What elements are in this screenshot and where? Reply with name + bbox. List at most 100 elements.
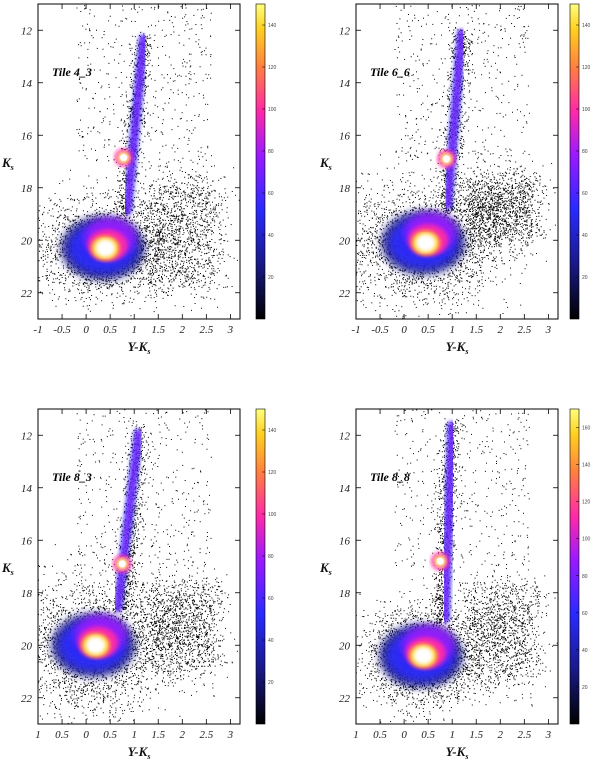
x-tick-label: 1 bbox=[449, 729, 455, 741]
y-tick-label: 14 bbox=[21, 483, 33, 495]
y-tick-label: 22 bbox=[21, 288, 33, 300]
colorbar-tick-label: 140 bbox=[582, 463, 591, 469]
tile-label: Tile 4_3 bbox=[52, 65, 92, 79]
x-tick-label: 1 bbox=[353, 729, 359, 741]
colorbar-tick-label: 80 bbox=[268, 554, 274, 560]
x-axis-label: Y-Ks bbox=[128, 744, 151, 761]
x-tick-label: 3 bbox=[227, 324, 234, 336]
x-tick-label: 0.5 bbox=[421, 729, 435, 741]
colorbar-tick-label: 80 bbox=[582, 149, 588, 155]
colorbar-tick-label: 40 bbox=[582, 648, 588, 654]
x-tick-label: 1 bbox=[35, 729, 41, 741]
y-tick-label: 12 bbox=[339, 25, 351, 37]
x-axis-label: Y-Ks bbox=[446, 339, 469, 356]
y-tick-label: 16 bbox=[339, 535, 351, 547]
colorbar bbox=[255, 3, 266, 320]
x-tick-label: 0.5 bbox=[373, 729, 387, 741]
density-map bbox=[38, 4, 240, 317]
x-tick-label: 3 bbox=[227, 729, 234, 741]
colorbar-tick-label: 20 bbox=[268, 680, 274, 686]
colorbar-tick-label: 100 bbox=[582, 537, 591, 543]
y-tick-label: 16 bbox=[21, 535, 33, 547]
colorbar-tick-label: 20 bbox=[582, 685, 588, 691]
colorbar-tick-label: 60 bbox=[268, 191, 274, 197]
x-tick-label: 2.5 bbox=[199, 729, 213, 741]
panel-3: 1 0.5 0 0.5 1 1.5 2 2.5 3 12 14 16 18 20 22 Y-Ks Ks Tile … bbox=[1, 408, 277, 761]
x-tick-label: 2 bbox=[180, 324, 186, 336]
x-tick-label: 0.5 bbox=[103, 324, 117, 336]
colorbar-tick-label: 120 bbox=[268, 470, 277, 476]
x-tick-label: 0 bbox=[401, 729, 407, 741]
panel-2: -1 -0.5 0 0.5 1 1.5 2 2.5 3 12 14 16 18 20 22 Y-Ks Ks Til… bbox=[319, 3, 591, 356]
y-tick-label: 16 bbox=[21, 130, 33, 142]
y-tick-label: 20 bbox=[339, 640, 351, 652]
colorbar-tick-label: 80 bbox=[582, 574, 588, 580]
colorbar-tick-label: 60 bbox=[582, 611, 588, 617]
y-tick-label: 22 bbox=[21, 693, 33, 705]
y-tick-label: 16 bbox=[339, 130, 351, 142]
x-tick-label: -1 bbox=[351, 324, 360, 336]
y-tick-label: 14 bbox=[339, 483, 351, 495]
y-axis-label: Ks bbox=[319, 155, 332, 172]
y-tick-label: 18 bbox=[339, 588, 351, 600]
x-tick-label: -0.5 bbox=[53, 324, 71, 336]
colorbar-tick-label: 120 bbox=[268, 65, 277, 71]
y-tick-label: 20 bbox=[339, 235, 351, 247]
x-tick-label: 2 bbox=[498, 729, 504, 741]
scatter-points bbox=[356, 5, 556, 319]
colorbar bbox=[569, 3, 580, 320]
x-tick-label: 2 bbox=[498, 324, 504, 336]
x-tick-label: 1.5 bbox=[151, 729, 165, 741]
colorbar-tick-label: 100 bbox=[268, 107, 277, 113]
colorbar bbox=[255, 408, 266, 725]
colorbar-tick-label: 40 bbox=[268, 233, 274, 239]
tile-label: Tile 8_3 bbox=[52, 470, 92, 484]
x-tick-label: 0 bbox=[83, 324, 89, 336]
y-tick-label: 22 bbox=[339, 693, 351, 705]
tile-label: Tile 8_8 bbox=[370, 470, 410, 484]
y-axis-label: Ks bbox=[319, 560, 332, 577]
x-tick-label: 0 bbox=[401, 324, 407, 336]
tile-label: Tile 6_6 bbox=[370, 65, 410, 79]
x-tick-label: 1 bbox=[449, 324, 455, 336]
y-tick-label: 18 bbox=[339, 183, 351, 195]
x-tick-label: 0.5 bbox=[421, 324, 435, 336]
plot-frame bbox=[355, 3, 559, 320]
panel-1: -1 -0.5 0 0.5 1 1.5 2 2.5 3 12 14 16 18 20 22 Y-Ks Ks Til… bbox=[1, 3, 277, 356]
colorbar-tick-label: 20 bbox=[268, 275, 274, 281]
x-tick-label: 2.5 bbox=[517, 324, 531, 336]
y-axis-label: Ks bbox=[1, 155, 14, 172]
colorbar-tick-label: 60 bbox=[268, 596, 274, 602]
colorbar-tick-label: 100 bbox=[582, 107, 591, 113]
y-tick-label: 20 bbox=[21, 235, 33, 247]
x-tick-label: 1.5 bbox=[469, 324, 483, 336]
y-tick-label: 18 bbox=[21, 183, 33, 195]
panel-4: 1 0.5 0 0.5 1 1.5 2 2.5 3 12 14 16 18 20 22 Y-Ks Ks Tile … bbox=[319, 408, 591, 761]
y-tick-label: 14 bbox=[339, 78, 351, 90]
y-axis-label: Ks bbox=[1, 560, 14, 577]
y-tick-label: 12 bbox=[339, 430, 351, 442]
x-tick-label: 1 bbox=[131, 729, 137, 741]
x-tick-label: 2.5 bbox=[517, 729, 531, 741]
x-axis-label: Y-Ks bbox=[128, 339, 151, 356]
x-tick-label: 0.5 bbox=[55, 729, 69, 741]
density-map bbox=[356, 409, 558, 723]
x-tick-label: 0 bbox=[83, 729, 89, 741]
density-map bbox=[356, 5, 556, 319]
colorbar-tick-label: 140 bbox=[268, 23, 277, 29]
colorbar-tick-label: 160 bbox=[582, 426, 591, 432]
colorbar-tick-label: 140 bbox=[268, 428, 277, 434]
y-tick-label: 12 bbox=[21, 25, 33, 37]
x-tick-label: -1 bbox=[33, 324, 42, 336]
x-tick-label: 3 bbox=[545, 729, 552, 741]
x-tick-label: 3 bbox=[545, 324, 552, 336]
density-map bbox=[38, 409, 238, 724]
colorbar-tick-label: 120 bbox=[582, 65, 591, 71]
x-tick-label: 1.5 bbox=[151, 324, 165, 336]
y-tick-label: 20 bbox=[21, 640, 33, 652]
plot-frame bbox=[37, 3, 241, 320]
colorbar bbox=[569, 408, 580, 725]
colorbar-tick-label: 20 bbox=[582, 275, 588, 281]
x-tick-label: 2 bbox=[180, 729, 186, 741]
